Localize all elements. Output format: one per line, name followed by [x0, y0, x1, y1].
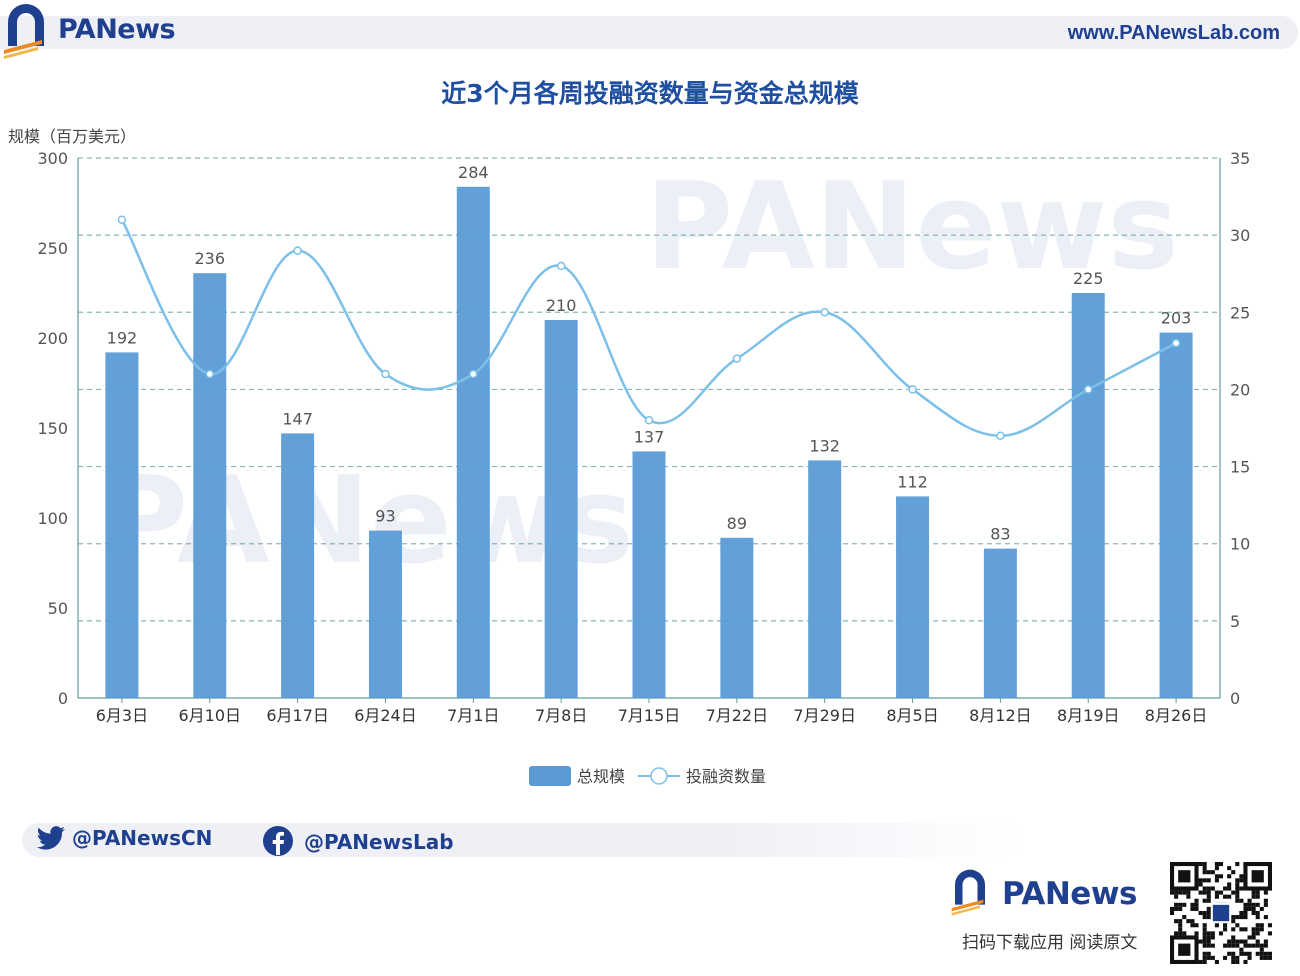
panews-logo-icon — [4, 4, 44, 59]
bar-data-label: 132 — [809, 436, 840, 455]
chart-canvas: PANews PANews 05010015020025030005101520… — [37, 149, 1250, 786]
x-tick-label: 8月26日 — [1145, 706, 1208, 725]
x-tick-label: 7月8日 — [535, 706, 587, 725]
bar — [368, 530, 402, 698]
bar-data-label: 112 — [897, 472, 928, 491]
bar-data-label: 236 — [194, 249, 225, 268]
header-bar — [0, 16, 1298, 49]
legend: 总规模 投融资数量 — [529, 766, 766, 786]
bar — [720, 537, 754, 698]
legend-line-label: 投融资数量 — [686, 767, 766, 786]
y-tick-right: 30 — [1230, 226, 1250, 245]
bar — [632, 451, 666, 698]
bar-data-label: 93 — [375, 507, 395, 526]
bar — [193, 273, 227, 698]
line-path — [120, 219, 1177, 437]
bar-data-label: 147 — [282, 409, 313, 428]
y-tick-right: 10 — [1230, 535, 1250, 554]
line-series — [117, 215, 1181, 440]
facebook-icon[interactable] — [262, 825, 294, 857]
y-tick-left: 50 — [48, 599, 68, 618]
bar — [456, 186, 490, 699]
scan-download-text: 扫码下载应用 阅读原文 — [962, 933, 1138, 953]
bar-data-label: 89 — [727, 514, 747, 533]
x-tick-label: 6月3日 — [96, 706, 148, 725]
x-tick-label: 7月1日 — [447, 706, 499, 725]
bar — [1071, 293, 1105, 698]
line-point — [732, 354, 742, 363]
line-point — [1083, 385, 1093, 394]
twitter-handle[interactable]: @PANewsCN — [72, 826, 213, 850]
y-tick-right: 0 — [1230, 689, 1240, 708]
line-point — [117, 215, 127, 224]
svg-text:PANews: PANews — [645, 158, 1179, 297]
header-brand[interactable]: PANews — [58, 14, 176, 45]
line-point — [820, 308, 829, 317]
y-tick-left: 250 — [37, 239, 68, 258]
y-tick-right: 15 — [1230, 458, 1250, 477]
line-point — [556, 261, 566, 271]
line-point — [1171, 338, 1181, 348]
x-tick-label: 8月5日 — [886, 706, 938, 725]
bar — [1159, 332, 1193, 698]
line-point — [205, 369, 215, 379]
y-tick-left: 150 — [37, 419, 68, 438]
y-tick-left: 100 — [37, 509, 68, 528]
bar-data-label: 192 — [107, 328, 138, 347]
y-tick-left: 0 — [58, 689, 68, 708]
line-point — [908, 385, 917, 394]
bar-data-label: 83 — [990, 525, 1010, 544]
y-tick-right: 35 — [1230, 149, 1250, 168]
line-point — [381, 369, 390, 379]
chart-title: 近3个月各周投融资数量与资金总规模 — [441, 79, 859, 108]
footer-logo-icon — [951, 869, 985, 916]
legend-line-marker — [650, 767, 668, 785]
site-url-link[interactable]: www.PANewsLab.com — [1067, 22, 1280, 44]
twitter-icon[interactable] — [36, 826, 66, 852]
x-tick-label: 7月29日 — [793, 706, 856, 725]
y-axis-left-label: 规模（百万美元） — [8, 127, 137, 146]
x-tick-label: 8月19日 — [1057, 706, 1120, 725]
bar-data-label: 284 — [458, 163, 489, 182]
bar-series: 192 236 147 93 284 210 137 89 132 112 83 225 203 — [105, 163, 1193, 699]
social-bar — [22, 823, 1022, 857]
bar-data-label: 137 — [634, 427, 665, 446]
footer-brand: PANews — [1002, 876, 1137, 912]
axes: 0 50 100 150 200 250 300 0 5 10 15 20 25 30 35 6月3日 6月10… — [37, 149, 1250, 725]
bar — [281, 433, 315, 698]
bar — [808, 460, 842, 698]
bar-data-label: 210 — [546, 296, 577, 315]
x-tick-label: 6月17日 — [266, 706, 329, 725]
bar — [105, 352, 139, 698]
x-tick-label: 7月15日 — [618, 706, 681, 725]
bar — [896, 496, 930, 698]
line-point — [293, 246, 302, 255]
facebook-handle[interactable]: @PANewsLab — [304, 830, 454, 854]
y-tick-right: 20 — [1230, 380, 1250, 399]
y-tick-left: 300 — [37, 149, 68, 168]
line-point — [469, 369, 478, 379]
y-tick-right: 5 — [1230, 612, 1240, 631]
y-tick-right: 25 — [1230, 303, 1250, 322]
x-tick-label: 6月24日 — [354, 706, 417, 725]
x-tick-label: 8月12日 — [969, 706, 1032, 725]
qr-code-icon[interactable] — [1170, 862, 1272, 964]
y-tick-left: 200 — [37, 329, 68, 348]
bar — [983, 548, 1017, 698]
x-tick-label: 7月22日 — [706, 706, 769, 725]
bar — [544, 320, 578, 698]
x-tick-label: 6月10日 — [178, 706, 241, 725]
bar-data-label: 203 — [1161, 309, 1192, 328]
legend-bar-swatch — [529, 766, 571, 786]
legend-bar-label: 总规模 — [577, 767, 625, 786]
line-point — [996, 431, 1005, 440]
bar-data-label: 225 — [1073, 269, 1104, 288]
line-point — [644, 416, 654, 425]
